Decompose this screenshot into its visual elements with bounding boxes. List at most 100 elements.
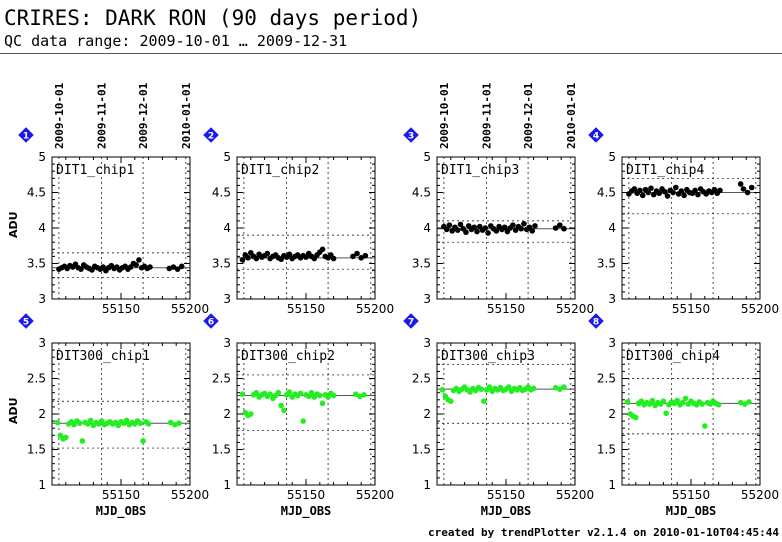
data-point: [673, 184, 679, 191]
data-point: [253, 255, 260, 262]
y-tick-label: 1.5: [27, 443, 46, 457]
data-point: [699, 401, 705, 407]
y-tick-label: 5: [608, 150, 616, 164]
date-tick-label: 2009-12-01: [522, 82, 535, 149]
page-title: CRIRES: DARK RON (90 days period): [4, 6, 422, 30]
panel-6: 1 1.5 2 2.5 3 55150 55200 DIT300_chip2 6 MJD_OBS: [203, 313, 394, 519]
panel-title: DIT300_chip4: [626, 349, 720, 364]
panel-index-number: 1: [23, 132, 29, 142]
y-tick-label: 4.5: [212, 186, 231, 200]
data-point: [63, 434, 69, 441]
data-point: [253, 389, 260, 396]
data-point: [248, 411, 254, 417]
y-tick-label: 4.5: [412, 186, 431, 200]
y-tick-label: 3.5: [212, 257, 231, 271]
data-point: [478, 386, 484, 392]
x-tick-label: 55150: [287, 302, 325, 316]
panel-index-number: 4: [593, 132, 599, 142]
data-point: [281, 407, 287, 414]
panel-index-badge: [588, 127, 604, 143]
data-point: [637, 187, 643, 194]
data-point: [123, 417, 130, 424]
data-point: [561, 225, 567, 232]
data-point: [170, 264, 177, 270]
data-point: [692, 187, 698, 194]
date-tick-label: 2010-01-01: [565, 82, 578, 149]
data-point: [639, 192, 646, 199]
data-point: [561, 384, 567, 390]
y-tick-label: 2.5: [212, 372, 231, 386]
x-tick-label: 55150: [487, 302, 525, 316]
data-point: [300, 418, 307, 424]
data-point: [145, 421, 152, 427]
panel-index-number: 6: [208, 318, 214, 328]
data-point: [275, 389, 282, 396]
data-point: [678, 188, 685, 194]
data-point: [330, 255, 337, 262]
x-tick-label: 55150: [487, 488, 525, 502]
data-point: [463, 229, 469, 236]
panel-index-badge: [203, 313, 219, 329]
data-point: [317, 392, 323, 399]
data-point: [137, 420, 144, 427]
data-point: [278, 402, 284, 409]
data-point: [715, 401, 722, 408]
data-point: [76, 420, 83, 427]
x-axis-label: MJD_OBS: [281, 504, 332, 519]
data-point: [532, 223, 538, 229]
x-axis-label: MJD_OBS: [481, 504, 532, 519]
y-tick-label: 1.5: [412, 443, 431, 457]
plot-frame: [236, 156, 376, 300]
data-point: [133, 262, 139, 268]
data-point: [682, 395, 689, 402]
y-tick-label: 1: [223, 478, 231, 492]
data-point: [679, 399, 686, 406]
y-tick-label: 3.5: [412, 257, 431, 271]
y-tick-label: 5: [423, 150, 431, 164]
y-tick-label: 1: [423, 478, 431, 492]
data-point: [174, 266, 181, 272]
data-point: [742, 401, 748, 407]
panel-5: 1 1.5 2 2.5 3 55150 55200 DIT300_chip1 5 ADU MJD_O…: [7, 313, 209, 519]
data-point: [178, 263, 185, 270]
data-point: [663, 410, 669, 417]
date-tick-label: 2009-10-01: [53, 82, 66, 149]
data-point: [624, 399, 631, 405]
x-tick-label: 55200: [556, 488, 594, 502]
data-point: [501, 224, 508, 231]
y-tick-label: 2.5: [27, 372, 46, 386]
y-tick-label: 3: [223, 336, 231, 350]
y-tick-label: 3: [38, 336, 46, 350]
header-divider: [0, 53, 782, 54]
data-point: [176, 420, 182, 427]
panel-2: 3 3.5 4 4.5 5 55150 55200 DIT1_chip2 2: [203, 127, 394, 316]
data-point: [308, 389, 315, 396]
data-point: [136, 257, 142, 263]
data-point: [486, 384, 493, 390]
plot-frame: [51, 342, 191, 486]
data-point: [746, 399, 752, 405]
y-tick-label: 4.5: [27, 186, 46, 200]
panel-1: 3 3.5 4 4.5 5 55150 55200 DIT1_chip1 1 ADU 2009-10…: [7, 82, 209, 316]
y-tick-label: 1.5: [597, 443, 616, 457]
x-tick-label: 55150: [672, 488, 710, 502]
x-tick-label: 55200: [171, 488, 209, 502]
y-tick-label: 2: [608, 407, 616, 421]
x-axis-label: MJD_OBS: [666, 504, 717, 519]
y-tick-label: 1: [38, 478, 46, 492]
data-point: [748, 184, 755, 191]
x-tick-label: 55200: [356, 488, 394, 502]
data-point: [631, 186, 638, 192]
panel-index-badge: [203, 127, 219, 143]
data-point: [656, 190, 663, 197]
panel-title: DIT300_chip1: [56, 349, 150, 364]
data-point: [649, 397, 656, 404]
data-point: [354, 250, 360, 257]
data-point: [481, 398, 487, 405]
y-tick-label: 3: [423, 336, 431, 350]
data-point: [670, 189, 676, 196]
panel-index-number: 5: [23, 318, 29, 328]
data-point: [297, 390, 304, 397]
data-point: [267, 391, 273, 397]
data-point: [648, 185, 654, 192]
